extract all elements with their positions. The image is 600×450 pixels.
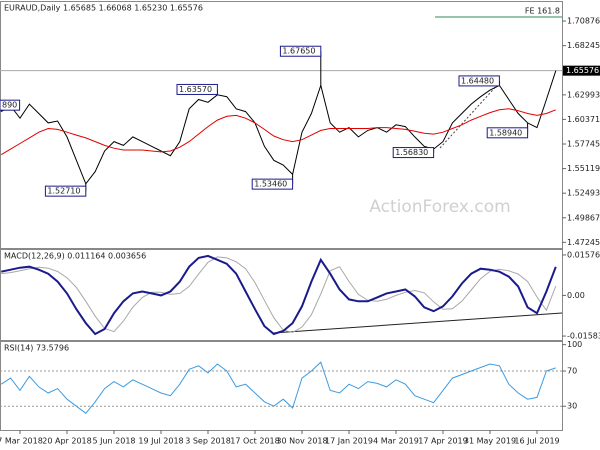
y-tick-label: 1.55119	[567, 164, 600, 173]
annotation-label: 1.58940	[489, 128, 522, 137]
series-line	[1, 256, 557, 333]
annotation-label: 1.63570	[179, 85, 212, 94]
y-tick-label: 70	[567, 367, 577, 376]
y-tick-label: 0.015762	[567, 250, 600, 259]
rsi-panel	[0, 341, 563, 431]
y-tick-label: 1.60371	[567, 115, 600, 124]
x-tick-label: 31 May 2019	[464, 437, 516, 446]
x-tick-label: 20 Apr 2018	[42, 437, 91, 446]
annotation-box	[176, 83, 218, 95]
x-tick-label: 19 Jul 2018	[138, 437, 183, 446]
watermark: ActionForex.com	[369, 197, 510, 217]
price-title: EURAUD,Daily 1.65685 1.66068 1.65230 1.6…	[4, 4, 203, 13]
annotation-label: 1.53460	[254, 180, 287, 189]
last-price-label: 1.65576	[566, 66, 599, 75]
x-tick-label: 17 Oct 2018	[230, 437, 279, 446]
y-tick-label: 1.47245	[567, 238, 600, 247]
y-tick-label: 1.49867	[567, 213, 600, 222]
annotation-box	[0, 99, 21, 111]
y-tick-label: 1.57745	[567, 139, 600, 148]
annotation-box	[392, 147, 435, 159]
series-line	[0, 70, 557, 185]
annotation-label: 1.56830	[395, 148, 428, 157]
fe-label: FE 161.8	[525, 7, 560, 16]
macd-title: MACD(12,26,9) 0.011164 0.003656	[4, 252, 146, 261]
annotation-label: 1.52710	[47, 187, 80, 196]
series-line	[0, 361, 556, 414]
y-tick-label: 30	[567, 402, 577, 411]
x-tick-label: 16 Jul 2019	[514, 437, 559, 446]
annotation-label: 1.64480	[461, 76, 494, 85]
y-tick-label: 100	[567, 340, 582, 349]
annotation-box	[44, 185, 87, 197]
macd-trend-line	[272, 312, 563, 334]
x-tick-label: 7 Mar 2018	[0, 437, 43, 446]
x-tick-label: 17 Apr 2019	[418, 437, 467, 446]
series-line	[0, 254, 557, 336]
y-tick-label: 1.52493	[567, 189, 600, 198]
y-tick-label: 1.70876	[567, 17, 600, 26]
y-tick-label: -0.015834	[567, 332, 600, 341]
series-line	[0, 108, 556, 156]
x-tick-label: 5 Jun 2018	[92, 437, 135, 446]
trend-line	[439, 81, 501, 149]
y-tick-label: 0.00	[567, 291, 585, 300]
annotation-box	[279, 45, 322, 57]
annotation-box	[458, 75, 500, 87]
x-tick-label: 4 Mar 2019	[373, 437, 419, 446]
annotation-box	[486, 127, 529, 139]
rsi-title: RSI(14) 73.5796	[4, 344, 69, 353]
y-tick-label: 1.62993	[567, 90, 600, 99]
annotation-box	[251, 178, 294, 190]
price-panel	[0, 1, 563, 249]
annotation-label: 1.67650	[282, 47, 315, 56]
x-tick-label: 30 Nov 2018	[276, 437, 327, 446]
y-tick-label: 1.68245	[567, 41, 600, 50]
x-tick-label: 3 Sep 2018	[185, 437, 231, 446]
x-tick-label: 17 Jan 2019	[325, 437, 373, 446]
annotation-label: 890	[2, 101, 17, 110]
last-price-box	[563, 65, 600, 76]
